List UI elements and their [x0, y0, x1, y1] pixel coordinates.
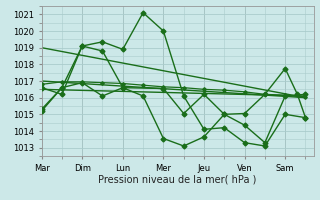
- X-axis label: Pression niveau de la mer( hPa ): Pression niveau de la mer( hPa ): [99, 174, 257, 184]
